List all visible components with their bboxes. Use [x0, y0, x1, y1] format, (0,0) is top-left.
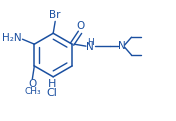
Text: O: O — [77, 21, 85, 31]
Text: N: N — [86, 42, 94, 52]
Text: H₂N: H₂N — [2, 33, 21, 43]
Text: H: H — [87, 38, 94, 47]
Text: N: N — [118, 41, 125, 51]
Text: Br: Br — [49, 10, 61, 20]
Text: O: O — [28, 79, 36, 89]
Text: H: H — [48, 79, 56, 89]
Text: Cl: Cl — [47, 88, 58, 98]
Text: CH₃: CH₃ — [24, 87, 41, 96]
